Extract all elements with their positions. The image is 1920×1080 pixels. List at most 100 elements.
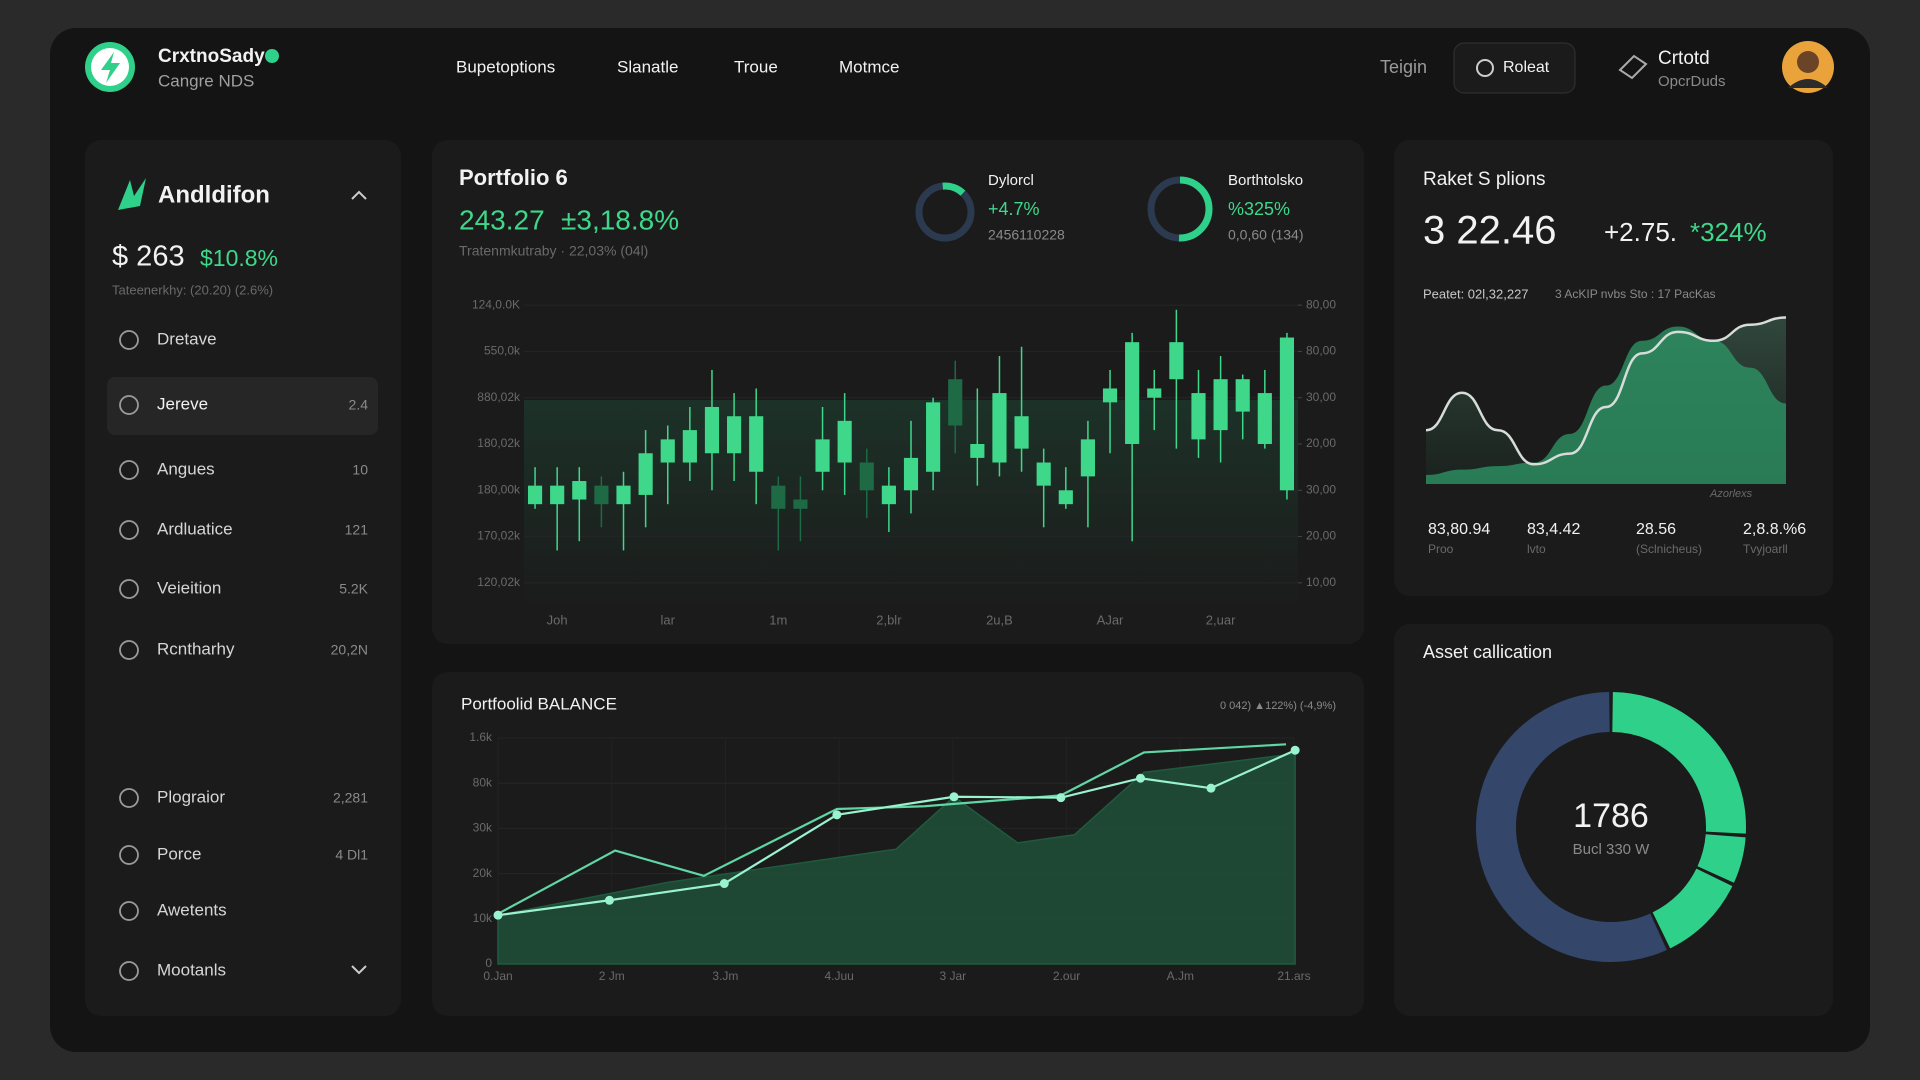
indicator-detail: 0,0,60 (134)	[1228, 227, 1304, 243]
x-tick-label: 2,uar	[1206, 612, 1236, 627]
market-annotation: Azorlexs	[1709, 488, 1753, 500]
x-tick-label: 0.Jan	[483, 969, 512, 983]
button-label[interactable]: Roleat	[1503, 59, 1550, 76]
menu-icon	[119, 640, 139, 660]
allocation-total: 1786	[1573, 797, 1649, 835]
sidebar-logo	[118, 178, 146, 210]
market-detail: 3 AcKIP nvbs Sto : 17 PacKas	[1555, 287, 1716, 301]
y-tick-label: 10k	[473, 911, 493, 925]
y-tick-label: 180,02k	[477, 436, 521, 450]
market-line	[1425, 316, 1787, 466]
x-tick-label: AJar	[1097, 612, 1124, 627]
candle-body	[859, 462, 874, 491]
y-tick-label: 1.6k	[469, 730, 493, 744]
nav-link[interactable]: Motmce	[839, 57, 899, 76]
stat-label: Proo	[1428, 542, 1454, 556]
menu-value: 10	[352, 462, 368, 478]
verified-badge	[265, 49, 279, 63]
candle-body	[1080, 439, 1095, 477]
nav-link[interactable]: Slanatle	[617, 57, 678, 76]
nav-link[interactable]: Bupetoptions	[456, 57, 555, 76]
y2-tick-label: 20,00	[1306, 436, 1336, 450]
y2-tick-label: 20,00	[1306, 529, 1336, 543]
candle-body	[1036, 462, 1051, 486]
balance-point	[832, 810, 842, 820]
sidebar-panel	[85, 140, 401, 1016]
balance-point	[719, 879, 729, 889]
stat-label: (Sclnicheus)	[1636, 542, 1702, 556]
candle-body	[1191, 393, 1206, 440]
sidebar-active[interactable]	[107, 377, 378, 435]
candle-body	[970, 444, 985, 458]
menu-label[interactable]: Porce	[157, 844, 201, 863]
menu-icon	[119, 395, 139, 415]
indicator-arc	[1147, 176, 1213, 242]
candle-body	[881, 485, 896, 505]
balance-change: $10.8%	[200, 245, 278, 271]
y2-tick-label: 30,00	[1306, 482, 1336, 496]
candle-body	[638, 453, 653, 495]
menu-icon	[119, 901, 139, 921]
x-tick-label: 2u,B	[986, 612, 1013, 627]
menu-label[interactable]: Ardluatice	[157, 519, 233, 538]
menu-label[interactable]: Rcntharhy	[157, 639, 235, 658]
portfolio-value: 243.27	[459, 204, 545, 235]
menu-label[interactable]: Veieition	[157, 578, 221, 597]
balance-point	[1290, 745, 1300, 755]
expand-icon[interactable]	[351, 965, 367, 975]
x-tick-label: 2 Jm	[599, 969, 625, 983]
indicator-name: Borthtolsko	[1228, 172, 1303, 189]
menu-value: 4 Dl1	[335, 847, 368, 863]
button-icon	[1476, 59, 1494, 77]
y-tick-label: 0	[485, 956, 492, 970]
menu-label[interactable]: Mootanls	[157, 960, 226, 979]
menu-label[interactable]: Awetents	[157, 900, 227, 919]
y-tick-label: 30k	[473, 821, 493, 835]
balance-point	[949, 792, 959, 802]
brand-tagline: Cangre NDS	[158, 71, 254, 90]
balance-point	[604, 895, 614, 905]
candle-body	[926, 402, 941, 472]
indicator-detail: 2456110228	[988, 227, 1065, 243]
market-area	[1426, 326, 1786, 484]
panel-title: Portfolio 6	[459, 165, 568, 190]
candle-body	[594, 485, 609, 505]
y-tick-label: 170,02k	[477, 529, 521, 543]
header-button[interactable]	[1453, 42, 1576, 94]
x-tick-label: 21.ars	[1277, 969, 1310, 983]
menu-label[interactable]: Dretave	[157, 329, 217, 348]
x-tick-label: 4.Juu	[824, 969, 853, 983]
allocation-slice	[1697, 833, 1746, 883]
y-tick-label: 80k	[473, 775, 493, 789]
collapse-icon[interactable]	[351, 190, 367, 200]
candle-body	[771, 485, 786, 509]
candle-body	[550, 485, 565, 505]
indicator-change: +4.7%	[988, 199, 1040, 219]
user-icon	[1618, 54, 1648, 80]
candle-body	[1213, 379, 1228, 431]
user-role: OpcrDuds	[1658, 73, 1726, 90]
menu-label[interactable]: Angues	[157, 459, 215, 478]
y2-tick-label: 80,00	[1306, 297, 1336, 311]
brand-name: CrxtnoSady	[158, 46, 265, 67]
candle-body	[1257, 393, 1272, 444]
candle-body	[1102, 388, 1118, 403]
portfolio-subtitle: Tratenmkutraby · 22,03% (04l)	[459, 243, 648, 259]
candle-body	[1169, 342, 1184, 380]
menu-label[interactable]: Jereve	[157, 394, 208, 413]
balance-summary: 0 042) ▲122%) (-4,9%)	[1220, 700, 1336, 712]
stat-value: 2,8.8.%6	[1743, 521, 1806, 538]
stat-value: 83,4.42	[1527, 521, 1580, 538]
nav-link[interactable]: Troue	[734, 57, 778, 76]
portfolio-change: ±3,18.8%	[561, 204, 679, 235]
menu-label[interactable]: Plograior	[157, 787, 225, 806]
y2-tick-label: 10,00	[1306, 575, 1336, 589]
x-tick-label: lar	[661, 612, 676, 627]
candle-body	[1014, 416, 1029, 449]
login-link[interactable]: Teigin	[1380, 57, 1427, 77]
avatar-body	[1788, 79, 1828, 88]
market-detail: Peatet: 02l,32,227	[1423, 286, 1529, 301]
panel-title: Raket S plions	[1423, 169, 1546, 190]
